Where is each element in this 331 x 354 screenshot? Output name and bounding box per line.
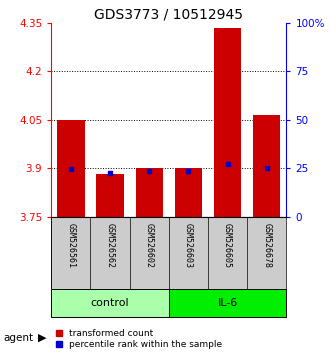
- Bar: [135, 168, 163, 217]
- Text: control: control: [91, 298, 129, 308]
- Text: GSM526603: GSM526603: [184, 223, 193, 268]
- Title: GDS3773 / 10512945: GDS3773 / 10512945: [94, 8, 243, 22]
- Text: ▶: ▶: [38, 333, 47, 343]
- Text: GSM526561: GSM526561: [67, 223, 75, 268]
- Text: IL-6: IL-6: [217, 298, 238, 308]
- Text: GSM526602: GSM526602: [145, 223, 154, 268]
- Text: agent: agent: [3, 333, 33, 343]
- Bar: [253, 115, 280, 217]
- Text: GSM526678: GSM526678: [262, 223, 271, 268]
- Bar: [214, 29, 241, 217]
- Bar: [96, 174, 124, 217]
- Bar: [175, 168, 202, 217]
- FancyBboxPatch shape: [51, 289, 169, 317]
- Text: GSM526562: GSM526562: [106, 223, 115, 268]
- Bar: [57, 120, 85, 217]
- Legend: transformed count, percentile rank within the sample: transformed count, percentile rank withi…: [56, 329, 222, 349]
- Text: GSM526605: GSM526605: [223, 223, 232, 268]
- FancyBboxPatch shape: [169, 289, 286, 317]
